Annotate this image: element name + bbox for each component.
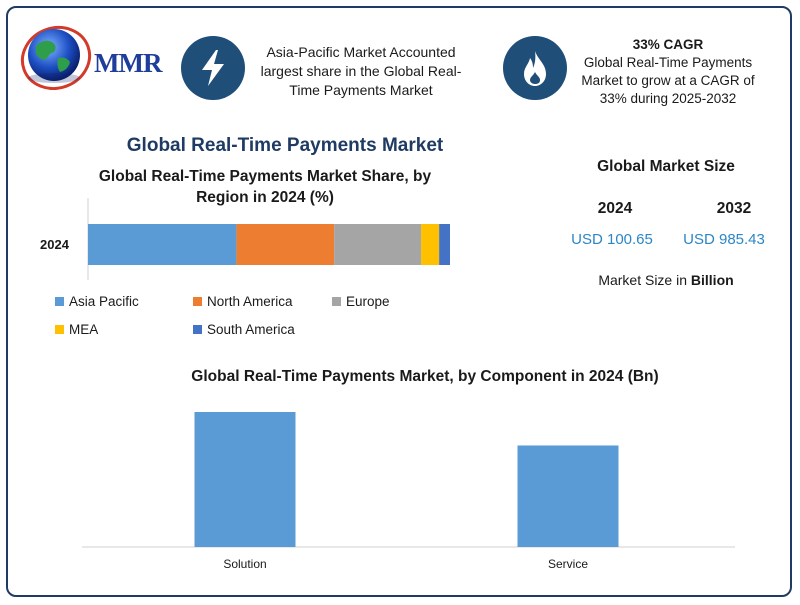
share-bar-segment-mea bbox=[421, 224, 440, 265]
cagr-heading: 33% CAGR bbox=[632, 37, 704, 52]
share-bar-segment-asia-pacific bbox=[88, 224, 237, 265]
component-bar-solution bbox=[194, 412, 296, 547]
asia-pacific-callout: Asia-Pacific Market Accounted largest sh… bbox=[260, 44, 462, 98]
legend-swatch bbox=[332, 297, 341, 306]
market-size-note-prefix: Market Size in bbox=[598, 272, 691, 288]
legend-swatch bbox=[55, 325, 64, 334]
share-bar-category-label: 2024 bbox=[40, 237, 69, 252]
market-size-title: Global Market Size bbox=[597, 158, 735, 175]
market-size-value-2032: USD 985.43 bbox=[683, 231, 765, 248]
legend-item-south-america: South America bbox=[193, 322, 295, 337]
component-tick-label-service: Service bbox=[548, 557, 588, 571]
market-size-year-2024: 2024 bbox=[597, 200, 633, 217]
legend-label: South America bbox=[207, 322, 295, 337]
share-bar-segment-north-america bbox=[236, 224, 335, 265]
legend-item-europe: Europe bbox=[332, 294, 390, 309]
component-chart-title: Global Real-Time Payments Market, by Com… bbox=[191, 368, 659, 385]
legend-label: Europe bbox=[346, 294, 390, 309]
flame-icon bbox=[524, 51, 546, 86]
legend-label: Asia Pacific bbox=[69, 294, 139, 309]
flame-badge bbox=[503, 36, 567, 100]
legend-item-north-america: North America bbox=[193, 294, 293, 309]
legend-label: MEA bbox=[69, 322, 99, 337]
market-size-value-2024: USD 100.65 bbox=[571, 231, 653, 248]
component-bar-service bbox=[517, 445, 619, 547]
infographic-frame bbox=[6, 6, 792, 597]
legend-swatch bbox=[55, 297, 64, 306]
legend-label: North America bbox=[207, 294, 293, 309]
component-tick-label-solution: Solution bbox=[223, 557, 266, 571]
legend-swatch bbox=[193, 297, 202, 306]
cagr-text: Global Real-Time Payments Market to grow… bbox=[581, 55, 755, 106]
market-size-note: Market Size in Billion bbox=[566, 272, 766, 288]
legend-swatch bbox=[193, 325, 202, 334]
mmr-logo: MMR bbox=[14, 20, 164, 90]
share-bar-segment-south-america bbox=[439, 224, 450, 265]
legend-item-mea: MEA bbox=[55, 322, 98, 337]
lightning-icon bbox=[202, 50, 224, 86]
globe-logo-icon bbox=[20, 26, 92, 90]
market-size-note-unit: Billion bbox=[690, 272, 734, 288]
share-bar-segment-europe bbox=[334, 224, 422, 265]
lightning-badge bbox=[181, 36, 245, 100]
logo-text: MMR bbox=[94, 48, 162, 78]
main-title: Global Real-Time Payments Market bbox=[126, 135, 444, 156]
market-size-year-2032: 2032 bbox=[716, 200, 752, 217]
share-chart-title: Global Real-Time Payments Market Share, … bbox=[98, 168, 432, 206]
legend-item-asia-pacific: Asia Pacific bbox=[55, 294, 139, 309]
cagr-callout: 33% CAGR Global Real-Time Payments Marke… bbox=[568, 36, 768, 108]
